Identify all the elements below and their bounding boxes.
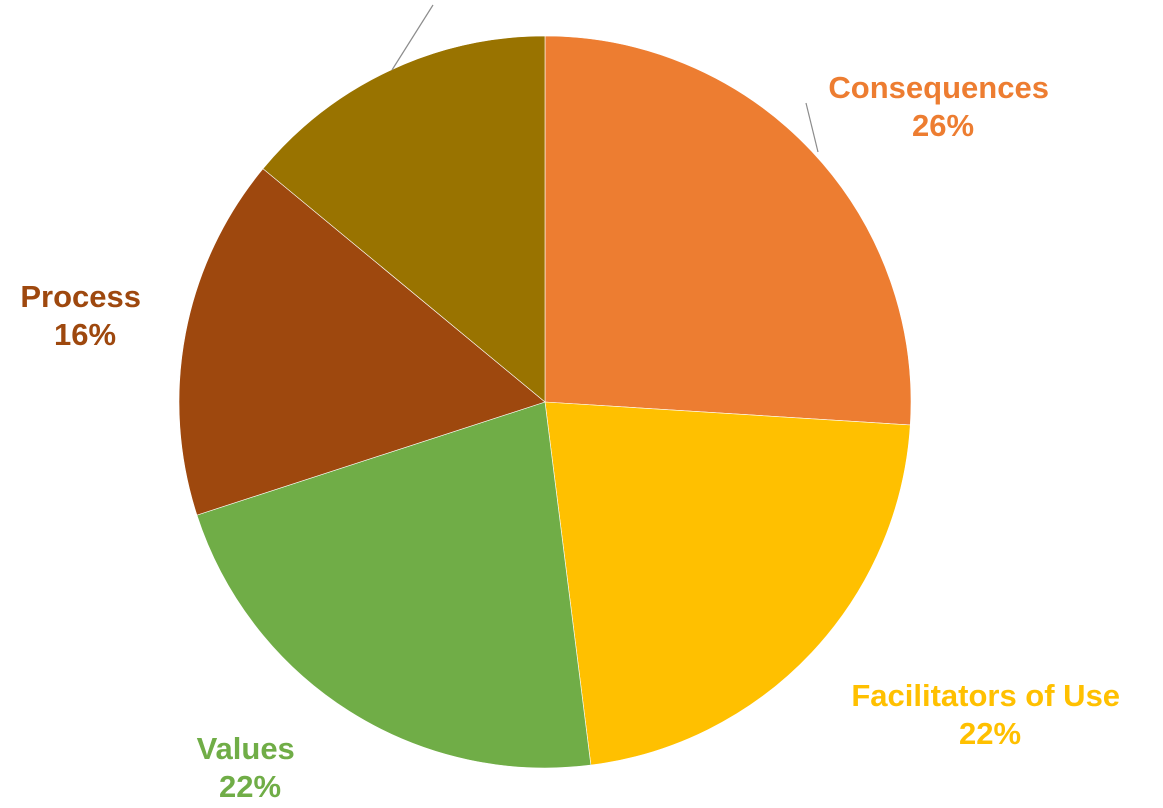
slice-name-process: Process (20, 279, 141, 314)
slice-label-process: Process 16% (20, 279, 149, 352)
slice-label-values: Values 22% (197, 731, 304, 804)
pie-slice-facilitators-of-use (544, 401, 911, 766)
leader-lines (391, 4, 819, 153)
slice-name-values: Values (197, 731, 295, 766)
slice-name-consequences: Consequences (828, 70, 1049, 105)
slice-label-facilitators-of-use: Facilitators of Use 22% (851, 678, 1128, 751)
pie-slices (178, 35, 912, 769)
slice-label-consequences: Consequences 26% (828, 70, 1057, 143)
slice-percent-facilitators-of-use: 22% (959, 716, 1021, 751)
pie-slice-process (178, 168, 546, 516)
leader-line-unlabeled (391, 4, 434, 71)
pie-slice-values (196, 401, 592, 769)
leader-line-consequences (805, 102, 819, 153)
slice-name-facilitators-of-use: Facilitators of Use (851, 678, 1120, 713)
pie-slice-consequences (544, 35, 912, 426)
slice-percent-process: 16% (54, 317, 116, 352)
pie-slice-unlabeled (262, 35, 546, 403)
slice-percent-consequences: 26% (912, 108, 974, 143)
slice-percent-values: 22% (219, 769, 281, 804)
